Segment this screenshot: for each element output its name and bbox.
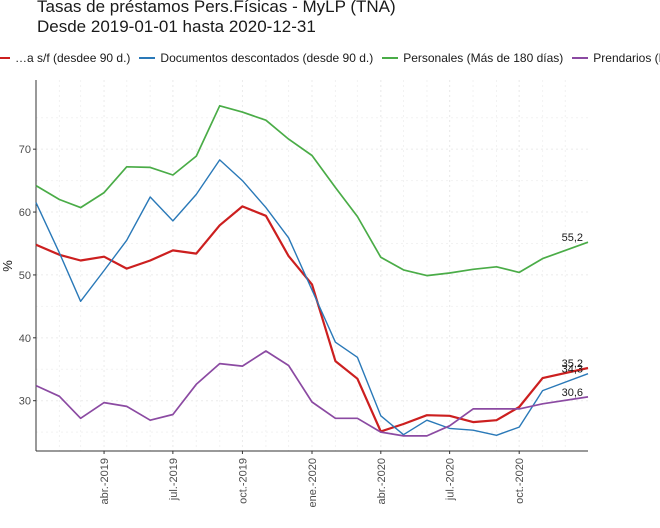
legend-label-series-4: Prendarios (M… xyxy=(593,51,660,65)
legend-label-series-3: Personales (Más de 180 días) xyxy=(403,51,564,65)
end-value-label-3: 55,2 xyxy=(562,232,583,244)
x-tick-label-2: oct.-2019 xyxy=(237,458,249,504)
end-value-label-1: 35,2 xyxy=(562,358,583,370)
legend-key-series-2 xyxy=(139,57,156,59)
legend-label-series-1: …a s/f (desdee 90 d.) xyxy=(15,51,131,65)
series-line-4 xyxy=(35,350,589,437)
y-tick-label-60: 60 xyxy=(19,207,31,219)
legend-item-series-2: Documentos descontados (desde 90 d.) xyxy=(139,51,373,65)
x-tick-label-4: abr.-2020 xyxy=(376,458,388,504)
chart-title: Tasas de préstamos Pers.Físicas - MyLP (… xyxy=(37,0,396,16)
legend-key-series-1 xyxy=(0,57,10,59)
x-tick-label-0: abr.-2019 xyxy=(99,458,111,504)
chart-title-block: Tasas de préstamos Pers.Físicas - MyLP (… xyxy=(37,0,396,37)
series-line-2 xyxy=(35,159,589,436)
x-tick-label-5: jul.-2020 xyxy=(445,458,457,501)
y-tick-label-70: 70 xyxy=(19,144,31,156)
legend-item-series-4: Prendarios (M… xyxy=(572,51,660,65)
end-label-layer: 35,234,3 55,2 30,6 xyxy=(562,232,583,399)
series-line-1 xyxy=(35,205,589,433)
legend-label-series-2: Documentos descontados (desde 90 d.) xyxy=(160,51,374,65)
x-tick-label-1: jul.-2019 xyxy=(168,458,180,501)
y-tick-label-30: 30 xyxy=(19,396,31,408)
series-layer xyxy=(35,104,589,437)
chart-legend: …a s/f (desdee 90 d.) Documentos descont… xyxy=(0,51,660,65)
x-tick-label-3: ene.-2020 xyxy=(307,458,319,508)
y-tick-label-40: 40 xyxy=(19,333,31,345)
y-tick-label-50: 50 xyxy=(19,270,31,282)
series-line-3 xyxy=(35,104,589,277)
end-value-label-2: 34,3 xyxy=(562,364,583,376)
chart-subtitle: Desde 2019-01-01 hasta 2020-12-31 xyxy=(37,17,316,36)
legend-item-series-3: Personales (Más de 180 días) xyxy=(382,51,563,65)
legend-key-series-3 xyxy=(382,57,399,59)
end-value-label-4: 30,6 xyxy=(562,387,583,399)
y-axis-title: % xyxy=(0,260,15,272)
x-tick-label-6: oct.-2020 xyxy=(514,458,526,504)
axis-layer: 30 40 50 60 70 abr.-2019 jul.-2019 oct.-2019 ene… xyxy=(19,80,588,508)
legend-item-series-1: …a s/f (desdee 90 d.) xyxy=(0,51,130,65)
legend-key-series-4 xyxy=(572,57,589,59)
